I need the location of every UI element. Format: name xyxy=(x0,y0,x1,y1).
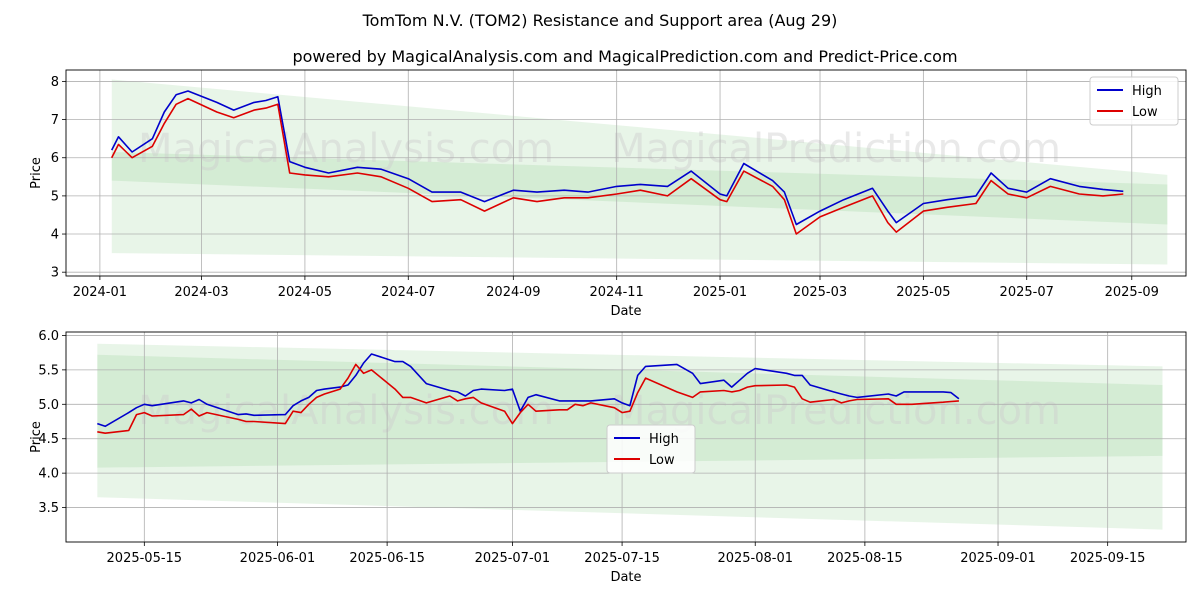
x-axis-label: Date xyxy=(610,304,641,319)
y-tick-label: 8 xyxy=(51,75,59,90)
bottom-chart-panel: MagicalAnalysis.com MagicalPrediction.com… xyxy=(29,329,1187,585)
legend: High Low xyxy=(606,424,696,474)
x-tick-label: 2025-08-15 xyxy=(827,551,903,566)
x-tick-label: 2024-07 xyxy=(381,285,435,300)
legend-label-high: High xyxy=(649,432,679,447)
plot-frame xyxy=(65,331,1187,543)
x-tick-label: 2025-08-01 xyxy=(717,551,793,566)
legend-label-low: Low xyxy=(649,453,675,468)
plot-frame xyxy=(65,69,1187,277)
x-tick-label: 2025-07-01 xyxy=(475,551,551,566)
x-tick-label: 2024-05 xyxy=(278,285,332,300)
y-tick-label: 4.0 xyxy=(38,467,59,482)
x-tick-label: 2025-06-01 xyxy=(240,551,316,566)
x-tick-label: 2024-01 xyxy=(73,285,127,300)
chart-subtitle: powered by MagicalAnalysis.com and Magic… xyxy=(292,47,957,66)
x-tick-label: 2024-09 xyxy=(486,285,540,300)
x-tick-label: 2024-03 xyxy=(174,285,228,300)
y-tick-label: 5.5 xyxy=(38,363,59,378)
y-axis-label: Price xyxy=(29,421,44,453)
x-tick-label: 2025-05-15 xyxy=(107,551,183,566)
x-tick-label: 2025-07 xyxy=(1000,285,1054,300)
watermark: MagicalAnalysis.com xyxy=(138,126,554,172)
x-tick-label: 2025-03 xyxy=(793,285,847,300)
x-tick-label: 2025-09-15 xyxy=(1070,551,1146,566)
series-high-line xyxy=(97,353,960,428)
y-tick-label: 6.0 xyxy=(38,329,59,344)
x-tick-label: 2025-06-15 xyxy=(349,551,425,566)
y-tick-label: 3 xyxy=(51,266,59,281)
y-tick-label: 5 xyxy=(51,189,59,204)
watermark: MagicalAnalysis.com xyxy=(138,388,554,434)
legend-label-high: High xyxy=(1132,84,1162,99)
x-tick-label: 2025-05 xyxy=(896,285,950,300)
x-axis-label: Date xyxy=(610,570,641,585)
x-tick-label: 2025-01 xyxy=(693,285,747,300)
y-tick-label: 4.5 xyxy=(38,432,59,447)
legend-label-low: Low xyxy=(1132,105,1158,120)
x-tick-label: 2025-09-01 xyxy=(960,551,1036,566)
y-axis-label: Price xyxy=(29,157,44,189)
band-inner xyxy=(111,152,1168,225)
x-tick-label: 2024-11 xyxy=(590,285,644,300)
series-high-line xyxy=(110,90,1124,226)
legend: High Low xyxy=(1089,76,1179,126)
y-tick-label: 6 xyxy=(51,151,59,166)
series-low-line xyxy=(110,97,1124,235)
y-tick-label: 7 xyxy=(51,113,59,128)
x-tick-label: 2025-09 xyxy=(1105,285,1159,300)
top-chart-panel: MagicalAnalysis.com MagicalPrediction.com… xyxy=(29,69,1187,319)
y-tick-label: 3.5 xyxy=(38,501,59,516)
series-low-line xyxy=(97,363,959,434)
chart-title: TomTom N.V. (TOM2) Resistance and Suppor… xyxy=(362,11,838,30)
y-tick-label: 5.0 xyxy=(38,398,59,413)
y-tick-label: 4 xyxy=(51,228,59,243)
watermark: MagicalPrediction.com xyxy=(611,126,1061,172)
x-tick-label: 2025-07-15 xyxy=(584,551,660,566)
